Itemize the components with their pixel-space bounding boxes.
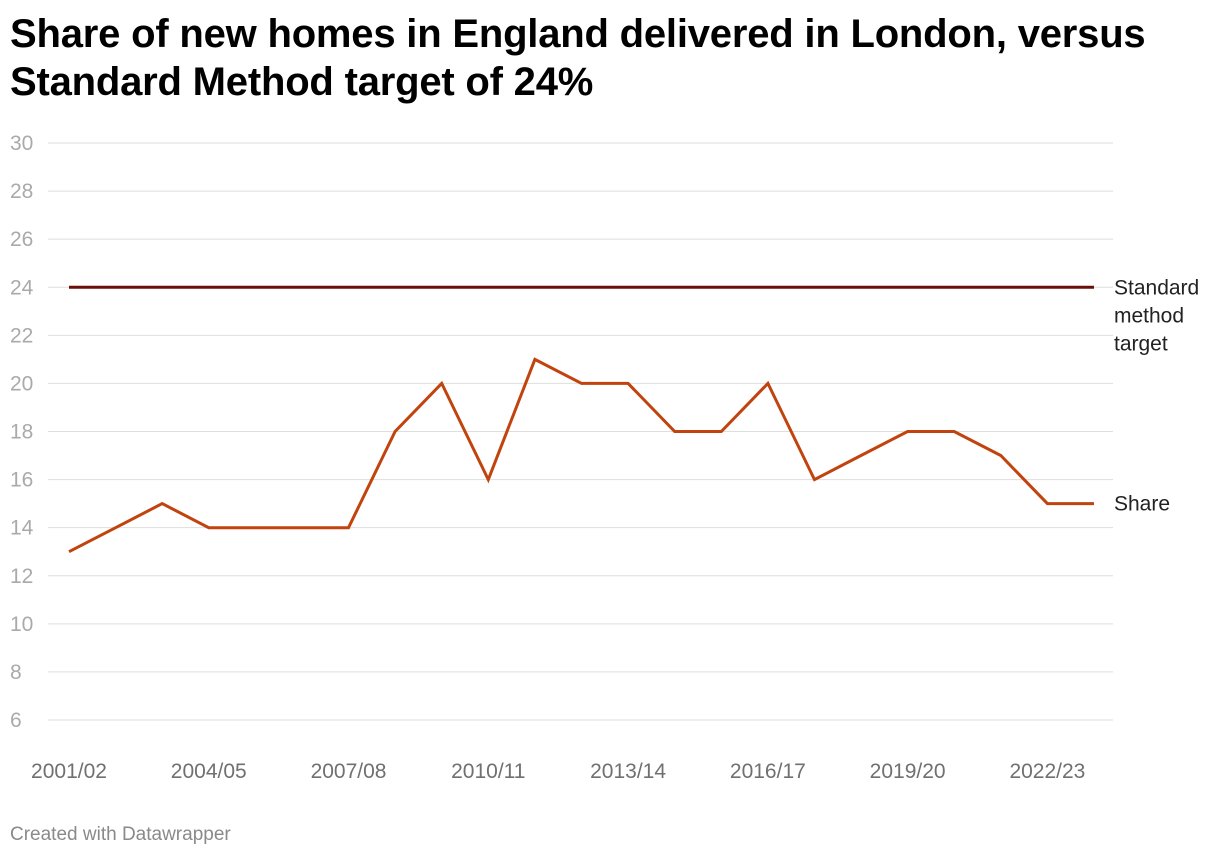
series-labels: Standard method target Share xyxy=(1114,276,1199,515)
y-tick-label-6: 6 xyxy=(10,709,22,732)
x-tick-label-2016-17: 2016/17 xyxy=(730,760,806,783)
y-tick-label-10: 10 xyxy=(10,613,33,636)
y-tick-label-8: 8 xyxy=(10,661,22,684)
x-tick-label-2007-08: 2007/08 xyxy=(311,760,387,783)
datawrapper-credit: Created with Datawrapper xyxy=(10,824,231,845)
y-tick-label-18: 18 xyxy=(10,421,33,444)
x-tick-label-2013-14: 2013/14 xyxy=(590,760,666,783)
standard-method-target-label-line-1: method xyxy=(1114,304,1184,327)
standard-method-target-label: Standard method target xyxy=(1114,276,1199,355)
chart-title: Share of new homes in England delivered … xyxy=(10,12,1146,104)
share-label-line-0: Share xyxy=(1114,493,1170,516)
y-tick-label-26: 26 xyxy=(10,228,33,251)
standard-method-target-label-line-2: target xyxy=(1114,332,1168,355)
x-tick-label-2010-11: 2010/11 xyxy=(451,760,525,783)
y-tick-label-12: 12 xyxy=(10,565,33,588)
standard-method-target-label-line-0: Standard xyxy=(1114,276,1199,299)
series-lines xyxy=(68,285,1094,554)
x-tick-label-2019-20: 2019/20 xyxy=(870,760,946,783)
y-tick-label-28: 28 xyxy=(10,180,33,203)
share-label: Share xyxy=(1114,493,1170,516)
y-tick-label-24: 24 xyxy=(10,276,34,299)
y-tick-label-14: 14 xyxy=(10,517,34,540)
share-line xyxy=(68,357,1094,554)
x-tick-label-2004-05: 2004/05 xyxy=(171,760,247,783)
y-axis-tick-labels: 6 8 10 12 14 16 18 20 22 24 26 28 30 xyxy=(10,132,34,732)
y-tick-label-30: 30 xyxy=(10,132,33,155)
y-tick-label-20: 20 xyxy=(10,372,33,395)
y-tick-label-22: 22 xyxy=(10,324,33,347)
x-axis-tick-labels: 2001/02 2004/05 2007/08 2010/11 2013/14 2016/… xyxy=(31,760,1085,783)
y-tick-label-16: 16 xyxy=(10,469,33,492)
x-tick-label-2001-02: 2001/02 xyxy=(31,760,107,783)
x-tick-label-2022-23: 2022/23 xyxy=(1009,760,1085,783)
